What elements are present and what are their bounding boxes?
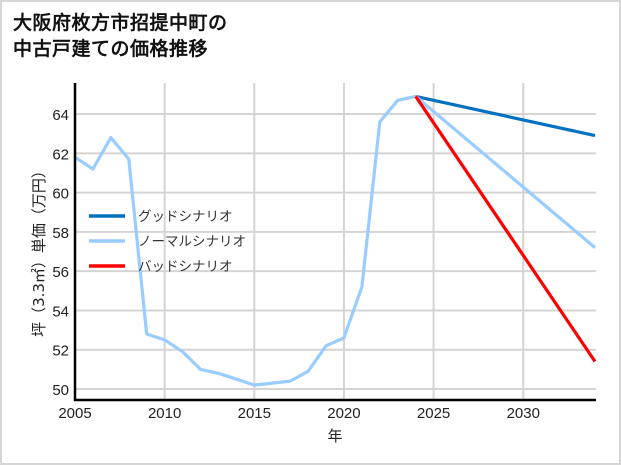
series-line: [74, 94, 597, 387]
x-tick-label: 2015: [238, 405, 271, 422]
x-tick-label: 2020: [327, 405, 360, 422]
y-tick-label: 58: [52, 225, 69, 242]
x-axis-label: 年: [327, 427, 342, 445]
title-line-2: 中古戸建ての価格推移: [13, 38, 209, 60]
y-tick-label: 56: [52, 264, 69, 281]
x-tick-label: 2025: [417, 405, 450, 422]
y-axis-label: 坪（3.3㎡）単価（万円）: [30, 163, 48, 337]
y-tick-label: 50: [52, 382, 69, 399]
series-line: [414, 95, 597, 363]
legend-label: グッドシナリオ: [138, 209, 233, 225]
series-line: [415, 94, 596, 138]
legend-label: ノーマルシナリオ: [138, 234, 246, 250]
y-tick-label: 54: [52, 303, 69, 320]
x-tick-label: 2005: [58, 405, 91, 422]
chart-title: 大阪府枚方市招提中町の 中古戸建ての価格推移: [13, 10, 228, 62]
x-tick-label: 2010: [148, 405, 181, 422]
legend-label: バッドシナリオ: [138, 259, 233, 275]
x-tick-label: 2030: [507, 405, 540, 422]
y-tick-label: 60: [52, 186, 69, 203]
y-tick-label: 62: [52, 146, 69, 163]
title-line-1: 大阪府枚方市招提中町の: [13, 12, 228, 34]
y-tick-label: 64: [52, 107, 69, 124]
y-tick-label: 52: [52, 343, 69, 360]
